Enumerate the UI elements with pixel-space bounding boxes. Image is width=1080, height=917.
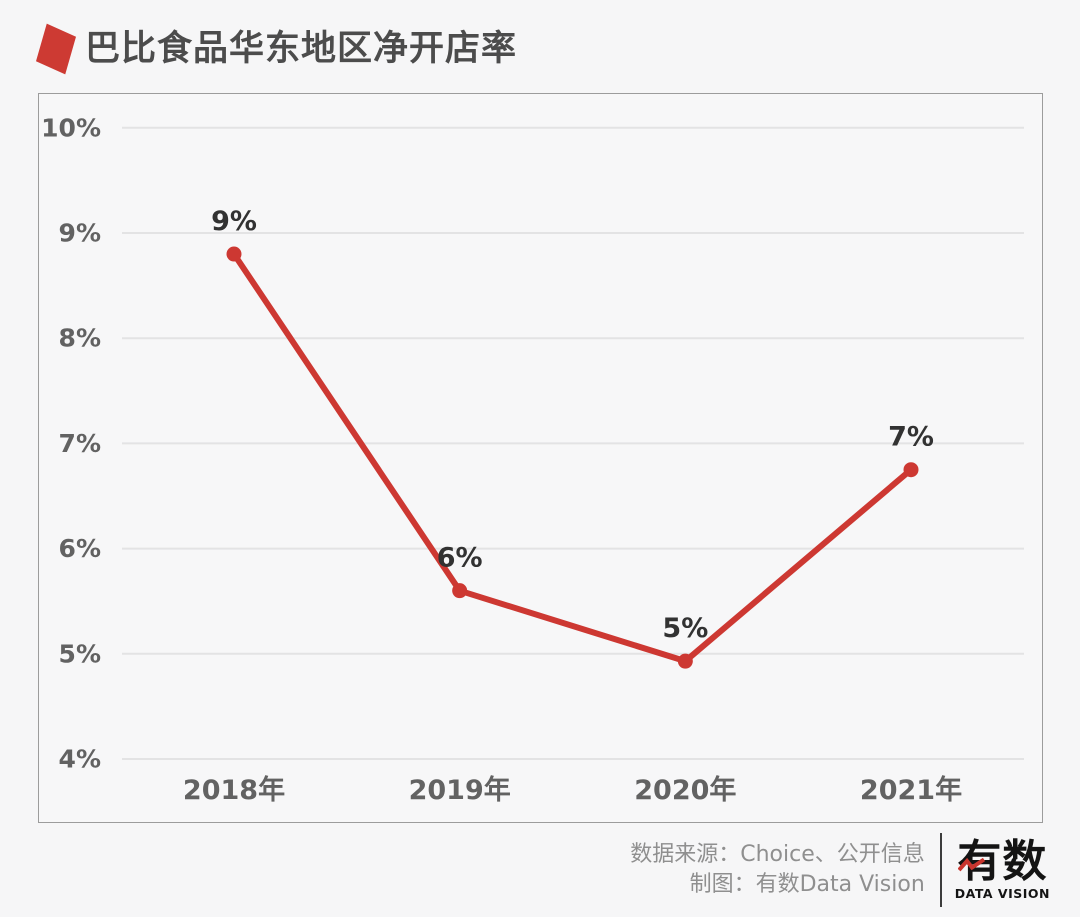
logo-text: 有数 xyxy=(957,835,1048,887)
chart-header: 巴比食品华东地区净开店率 xyxy=(36,22,517,76)
y-tick-label: 8% xyxy=(59,324,101,353)
credit-text: 制图：有数Data Vision xyxy=(689,872,925,897)
x-tick-label: 2021年 xyxy=(860,774,962,806)
page-title: 巴比食品华东地区净开店率 xyxy=(85,29,518,69)
y-tick-label: 7% xyxy=(59,429,101,458)
y-tick-label: 10% xyxy=(41,113,101,142)
x-tick-label: 2020年 xyxy=(634,774,736,806)
logo-zigzag-icon xyxy=(957,857,985,872)
footer: 数据来源：Choice、公开信息 制图：有数Data Vision 有数 DAT… xyxy=(630,833,1050,907)
title-accent-icon xyxy=(36,23,76,75)
data-point-label: 9% xyxy=(211,206,257,237)
x-tick-label: 2019年 xyxy=(409,774,511,806)
data-point-label: 6% xyxy=(437,543,483,574)
line-chart: 10% 9% 8% 7% 6% 5% 4% 2018年 2019年 2020年 2021年 9% 6% 5… xyxy=(41,113,1024,806)
y-tick-label: 4% xyxy=(59,745,101,774)
data-point xyxy=(452,583,468,599)
data-point xyxy=(903,462,919,478)
datavision-logo: 有数 DATA VISION xyxy=(954,835,1050,902)
data-point-label: 7% xyxy=(888,422,934,453)
footer-divider xyxy=(939,833,942,907)
chart-container: 10% 9% 8% 7% 6% 5% 4% 2018年 2019年 2020年 2021年 9% 6% 5… xyxy=(38,93,1043,823)
data-point-label: 5% xyxy=(662,613,708,644)
y-tick-label: 6% xyxy=(59,534,101,563)
x-tick-label: 2018年 xyxy=(183,774,285,806)
credits-block: 数据来源：Choice、公开信息 制图：有数Data Vision xyxy=(630,840,925,900)
logo-subtext: DATA VISION xyxy=(954,886,1050,902)
data-point xyxy=(226,246,242,262)
y-tick-label: 5% xyxy=(59,639,101,668)
y-tick-label: 9% xyxy=(59,219,101,248)
data-source-text: 数据来源：Choice、公开信息 xyxy=(630,842,925,867)
data-line xyxy=(231,252,913,665)
data-point xyxy=(677,653,693,669)
